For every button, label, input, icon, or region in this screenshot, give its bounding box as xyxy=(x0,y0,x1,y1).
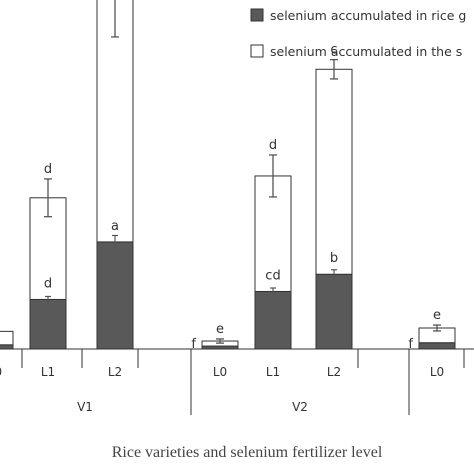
error-bar xyxy=(45,295,51,303)
significance-letter: f xyxy=(408,337,413,352)
x-tick-label: L2 xyxy=(108,365,122,379)
legend: selenium accumulated in rice g selenium a… xyxy=(250,8,466,59)
bar-segment-rice-grain xyxy=(96,241,134,350)
x-tick-label: L0 xyxy=(213,365,227,379)
x-axis: L0 L1 L2 L0 L1 L2 L0 V1 V2 xyxy=(0,348,474,415)
error-bar xyxy=(269,154,277,198)
error-bar xyxy=(433,324,441,332)
x-tick-label: L2 xyxy=(327,365,341,379)
x-group-label: V1 xyxy=(77,400,93,414)
legend-swatch xyxy=(250,44,264,58)
bar-segment-rice-grain xyxy=(418,342,456,350)
legend-label: selenium accumulated in the s xyxy=(270,44,462,59)
bar-segment-straw xyxy=(96,0,134,243)
legend-swatch xyxy=(250,8,264,22)
error-bar xyxy=(331,269,337,279)
x-tick-label: L1 xyxy=(266,365,280,379)
x-axis-title: Rice varieties and selenium fertilizer l… xyxy=(112,444,383,461)
significance-letter: c xyxy=(330,43,337,58)
bars-layer: eddbaefdcdcbef xyxy=(0,0,456,352)
x-tick-label: L0 xyxy=(430,365,444,379)
significance-letter: e xyxy=(216,322,224,337)
x-tick-label: L0 xyxy=(0,365,2,379)
bar-segment-straw xyxy=(0,330,14,346)
error-bar xyxy=(112,234,118,249)
significance-letter: cd xyxy=(265,268,280,283)
significance-letter: f xyxy=(191,337,196,352)
significance-letter: e xyxy=(433,308,441,323)
significance-letter: d xyxy=(44,276,52,291)
bar-segment-rice-grain xyxy=(315,273,353,350)
x-tick-label: L1 xyxy=(41,365,55,379)
significance-letter: b xyxy=(330,251,338,266)
significance-letter: a xyxy=(111,219,119,234)
x-group-label: V2 xyxy=(292,400,308,414)
error-bar xyxy=(270,287,276,295)
bar-segment-straw xyxy=(315,68,353,275)
error-bar xyxy=(216,338,224,344)
bar-segment-rice-grain xyxy=(0,344,14,350)
error-bar xyxy=(44,178,52,218)
significance-letter: d xyxy=(44,162,52,177)
significance-letter: d xyxy=(269,138,277,153)
bar-segment-rice-grain xyxy=(29,298,67,350)
bar-segment-rice-grain xyxy=(254,290,292,350)
error-bar xyxy=(330,58,338,80)
error-bar xyxy=(111,0,119,38)
legend-label: selenium accumulated in rice g xyxy=(270,8,466,23)
